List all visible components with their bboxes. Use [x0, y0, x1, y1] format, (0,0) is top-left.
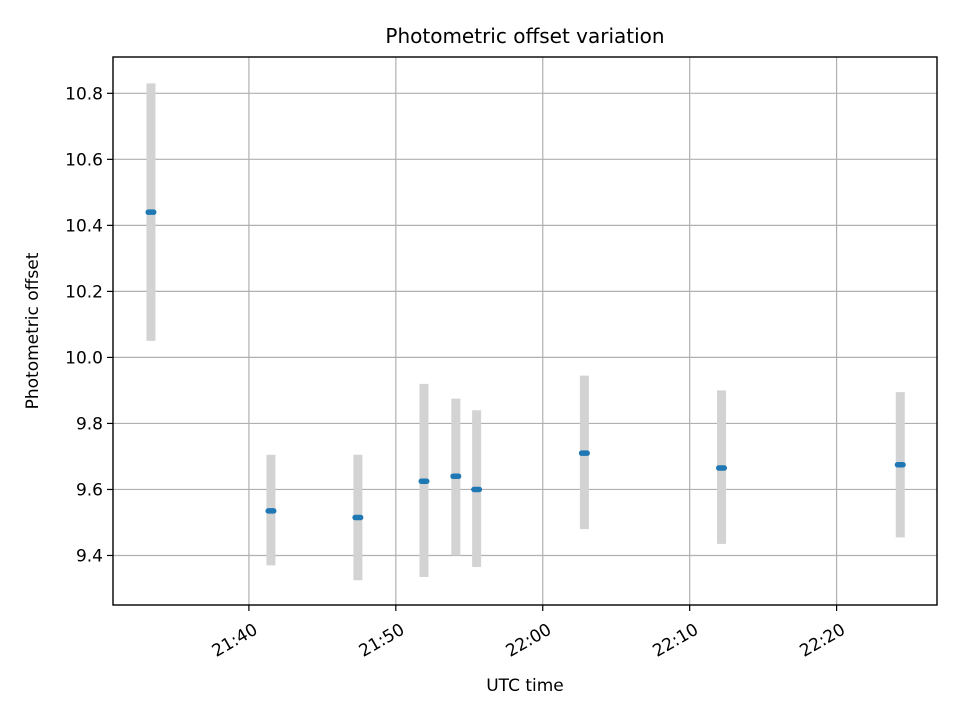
y-tick-label: 10.2: [65, 282, 103, 302]
data-point: [894, 461, 906, 468]
y-tick-label: 10.0: [65, 348, 103, 368]
y-tick-label: 9.6: [76, 480, 103, 500]
y-tick-label: 9.8: [76, 414, 103, 434]
y-axis: 9.4 9.6 9.8 10.0 10.2 10.4 10.6 10.8: [65, 84, 113, 566]
data-point: [450, 473, 462, 480]
chart-title: Photometric offset variation: [385, 24, 664, 48]
y-tick-label: 10.4: [65, 216, 103, 236]
y-tick-label: 9.4: [76, 546, 103, 566]
y-axis-label: Photometric offset: [23, 252, 43, 409]
y-tick-label: 10.8: [65, 84, 103, 104]
data-point: [265, 508, 277, 514]
y-tick-label: 10.6: [65, 150, 103, 170]
data-point: [716, 465, 728, 471]
plot-area: [113, 57, 937, 605]
data-point: [145, 209, 157, 215]
data-point: [578, 450, 590, 456]
data-point: [352, 514, 364, 521]
grid-layer: [113, 57, 937, 605]
data-point: [418, 478, 430, 484]
plot-frame: [112, 56, 938, 606]
data-point: [471, 486, 483, 493]
marker-layer: [145, 209, 906, 521]
x-axis-label: UTC time: [486, 676, 564, 696]
